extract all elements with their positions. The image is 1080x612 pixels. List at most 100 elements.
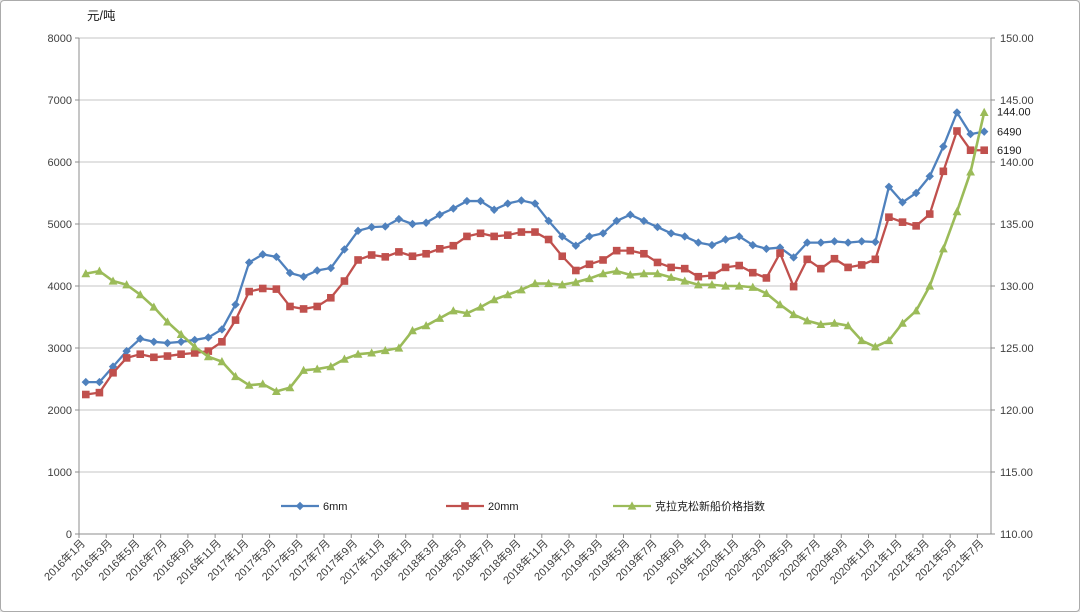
diamond-marker (136, 334, 145, 343)
diamond-marker (857, 237, 866, 246)
square-marker (463, 232, 471, 241)
square-marker (109, 369, 117, 377)
diamond-marker (81, 377, 91, 387)
square-marker (667, 263, 675, 272)
square-marker (163, 352, 172, 360)
diamond-marker (313, 266, 322, 275)
square-marker (190, 349, 199, 357)
diamond-marker (694, 238, 703, 247)
triangle-marker (135, 290, 145, 299)
triangle-marker (938, 244, 948, 253)
diamond-marker (653, 222, 662, 232)
y-right-tick-label: 140.00 (1000, 157, 1034, 169)
diamond-marker (176, 337, 186, 346)
series-line (85, 112, 986, 393)
diamond-marker (816, 238, 826, 247)
diamond-marker (707, 240, 717, 250)
square-marker (408, 252, 417, 261)
square-marker (762, 274, 771, 282)
square-marker (245, 287, 253, 296)
triangle-marker (789, 309, 799, 319)
square-marker (449, 241, 458, 250)
square-marker (340, 277, 349, 285)
y-right-tick-label: 150.00 (1000, 33, 1034, 45)
triangle-marker (108, 276, 118, 285)
triangle-marker (598, 269, 608, 278)
diamond-marker (476, 196, 485, 206)
triangle-marker (476, 302, 485, 311)
triangle-marker (503, 290, 513, 299)
diamond-marker (830, 237, 839, 246)
diamond-marker (517, 196, 526, 205)
triangle-marker (884, 335, 894, 345)
diamond-marker (353, 226, 363, 236)
diamond-marker (966, 129, 975, 139)
square-marker (122, 354, 131, 362)
square-marker (748, 268, 757, 277)
triangle-marker (612, 266, 622, 275)
y-left-tick-label: 3000 (48, 343, 72, 355)
legend-item-6mm: 6mm (281, 501, 347, 513)
square-marker (599, 256, 607, 264)
diamond-marker (149, 337, 159, 346)
square-marker (218, 338, 226, 346)
square-marker (721, 263, 730, 272)
triangle-marker (81, 269, 91, 278)
square-marker (653, 258, 662, 267)
triangle-marker (734, 281, 744, 290)
legend-label: 6mm (323, 501, 347, 513)
triangle-marker (176, 329, 186, 338)
triangle-marker (762, 288, 771, 298)
series-6mm: 6490 (81, 108, 1021, 387)
square-marker (517, 228, 526, 236)
square-marker (966, 146, 975, 155)
triangle-marker (394, 343, 404, 352)
y-left-tick-label: 7000 (48, 95, 72, 107)
y-right-tick-label: 125.00 (1000, 343, 1034, 355)
legend: 6mm 20mm 克拉克松新船价格指数 (281, 499, 765, 513)
triangle-marker (340, 354, 349, 363)
square-marker (817, 264, 825, 273)
series-line (85, 129, 985, 396)
square-marker (395, 248, 403, 256)
y-right-tick-label: 115.00 (1000, 467, 1033, 479)
square-marker (544, 235, 553, 244)
square-marker (327, 293, 335, 302)
diamond-marker (204, 333, 213, 342)
triangle-marker (299, 365, 308, 374)
diamond-marker (299, 272, 308, 281)
square-marker (82, 390, 90, 399)
square-marker (503, 231, 512, 239)
diamond-marker (163, 338, 172, 348)
diamond-marker (503, 199, 512, 208)
square-marker (789, 282, 798, 291)
y-right-tick-label: 135.00 (1000, 219, 1034, 231)
triangle-marker (979, 107, 989, 116)
square-marker (299, 305, 308, 313)
triangle-marker (122, 280, 132, 289)
triangle-marker (952, 207, 962, 216)
diamond-marker (449, 204, 458, 213)
triangle-marker (244, 380, 254, 389)
triangle-marker (911, 306, 921, 315)
diamond-marker (381, 222, 390, 231)
diamond-marker (748, 240, 757, 250)
diamond-marker (489, 205, 499, 214)
triangle-marker (367, 348, 377, 357)
triangle-marker (625, 270, 635, 279)
triangle-marker (557, 280, 567, 289)
diamond-marker (612, 216, 621, 226)
triangle-marker (843, 321, 853, 330)
triangle-marker (448, 306, 458, 315)
y-right-tick-label: 110.00 (1000, 529, 1033, 541)
triangle-marker (312, 364, 322, 373)
y-right-tick-label: 145.00 (1000, 95, 1034, 107)
triangle-marker (489, 295, 499, 304)
triangle-marker (816, 319, 826, 329)
diamond-marker (462, 196, 472, 206)
square-marker (286, 302, 294, 311)
series-end-label: 6490 (997, 127, 1021, 139)
square-marker (708, 271, 716, 280)
triangle-marker (353, 349, 363, 358)
